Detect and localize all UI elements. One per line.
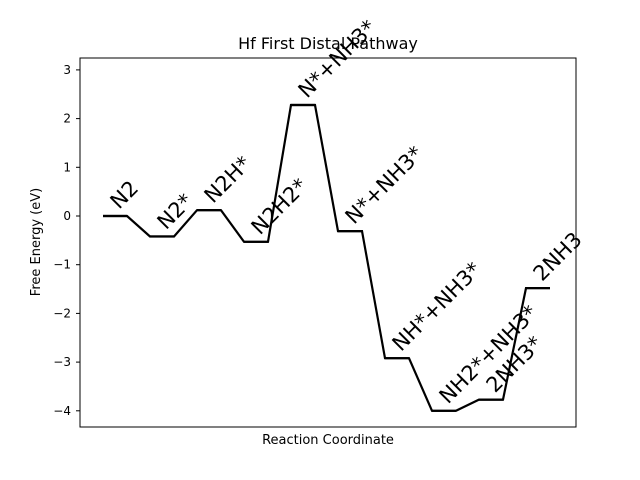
y-axis-label: Free Energy (eV) xyxy=(29,188,44,296)
x-axis-label: Reaction Coordinate xyxy=(262,433,394,448)
y-tick-label: 2 xyxy=(63,112,71,126)
y-tick-label: −3 xyxy=(53,355,71,369)
step-label: N*+NH3* xyxy=(294,15,381,102)
y-tick-label: −2 xyxy=(53,306,71,320)
y-tick-label: −4 xyxy=(53,404,71,418)
step-label: NH*+NH3* xyxy=(388,257,486,355)
plot-frame xyxy=(79,57,577,428)
y-tick-label: 3 xyxy=(63,63,71,77)
step-label: N2H* xyxy=(200,152,256,208)
step-label: N2 xyxy=(106,176,144,214)
y-axis: 3 2 1 0 −1 −2 −3 −4 xyxy=(53,63,80,418)
step-label: N2* xyxy=(153,189,198,234)
chart-title: Hf First Distal Pathway xyxy=(238,34,418,53)
plot-area: N2 N2*N2H*N2H2*N*+NH3*N*+NH3*NH*+NH3*NH2*… xyxy=(103,15,587,412)
y-tick-label: −1 xyxy=(53,258,71,272)
y-tick-label: 1 xyxy=(63,160,71,174)
step-label: N*+NH3* xyxy=(341,142,428,229)
step-label: 2NH3 xyxy=(529,227,587,285)
y-tick-label: 0 xyxy=(63,209,71,223)
energy-pathway-line xyxy=(103,103,550,412)
step-label: N2H2* xyxy=(247,174,313,240)
